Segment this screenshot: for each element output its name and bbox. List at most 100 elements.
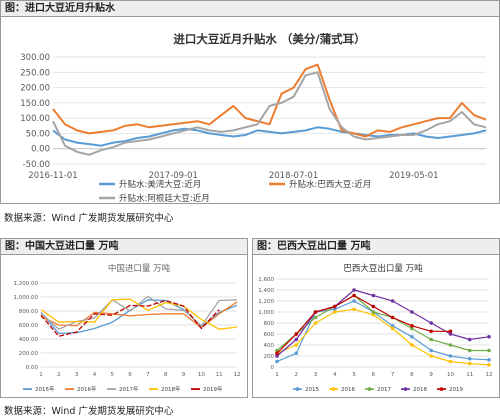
china-import-x-tick-label: 12	[234, 372, 241, 378]
brazil-export-x-tick-label: 12	[486, 372, 493, 378]
brazil-export-y-tick-label: 1,200	[258, 299, 274, 305]
brazil-export-point	[487, 348, 491, 353]
brazil-export-legend-label: 2018	[413, 387, 427, 393]
china-import-x-tick-label: 8	[164, 372, 168, 378]
brazil-export-series-line-3	[276, 294, 489, 352]
brazil-export-panel: 图：巴西大豆出口量 万吨 巴西大豆出口量 万吨 1,600 1,400 1,200 1,…	[252, 238, 500, 398]
china-import-y-tick-label: 800.00	[19, 309, 39, 315]
china-import-x-tick-label: 7	[146, 372, 150, 378]
brazil-export-series-line-4	[276, 289, 490, 357]
brazil-export-x-tick-label: 11	[466, 372, 473, 378]
brazil-export-point	[313, 315, 318, 320]
brazil-export-y-tick-label: 800	[264, 321, 275, 327]
brazil-export-point	[294, 351, 299, 356]
top-chart: 进口大豆近月升贴水 （美分/蒲式耳） 300.00 250.00 200.00 150.…	[20, 32, 487, 204]
brazil-export-point	[448, 354, 453, 358]
china-import-y-tick-label: 1,000.00	[14, 295, 39, 301]
brazil-export-y-tick-label: 1,000	[258, 310, 274, 316]
premium-x-tick-label: 2017-09-01	[149, 171, 198, 181]
brazil-export-point	[294, 343, 299, 347]
brazil-export-x-tick-label: 4	[333, 372, 337, 378]
brazil-export-point	[275, 354, 279, 358]
brazil-export-series-line-1	[276, 300, 490, 363]
china-import-legend-label: 2015年	[35, 385, 55, 393]
brazil-export-y-tick-label: 200	[264, 354, 275, 360]
brazil-export-x-tick-label: 5	[352, 372, 356, 378]
china-import-caption: 图：中国大豆进口量 万吨	[1, 239, 247, 255]
brazil-export-point	[467, 337, 472, 342]
brazil-export-legend-marker	[403, 387, 408, 391]
brazil-export-y-tick-label: 1,400	[258, 288, 274, 294]
brazil-export-point	[390, 323, 395, 328]
brazil-export-x-tick-label: 3	[314, 372, 318, 378]
brazil-export-point	[429, 337, 433, 342]
brazil-export-x-tick-label: 6	[372, 372, 376, 378]
brazil-export-point	[352, 299, 356, 303]
brazil-export-chart: 巴西大豆出口量 万吨 1,600 1,400 1,200 1,000 800 600 400 2…	[258, 263, 493, 393]
china-import-series-line-5	[40, 299, 220, 337]
china-import-y-tick-label: 400.00	[19, 337, 39, 343]
china-import-x-tick-label: 4	[93, 372, 97, 378]
brazil-export-point	[313, 321, 318, 325]
brazil-export-legend-marker	[367, 387, 372, 391]
brazil-export-point	[429, 321, 433, 325]
brazil-export-point	[333, 304, 337, 309]
china-import-series-line-3	[40, 295, 238, 330]
brazil-export-x-tick-label: 8	[410, 372, 414, 378]
brazil-export-point	[410, 334, 414, 339]
brazil-export-x-tick-label: 7	[391, 372, 395, 378]
china-import-x-tick-label: 6	[128, 372, 132, 378]
brazil-export-point	[429, 329, 433, 334]
china-import-chart: 中国进口量 万吨 1,200.00 1,000.00 800.00 600.00 400.…	[14, 263, 241, 393]
premium-title: 进口大豆近月升贴水 （美分/蒲式耳）	[173, 32, 365, 46]
premium-x-tick-label: 2016-11-01	[28, 171, 77, 181]
brazil-export-legend-marker	[439, 387, 444, 391]
premium-y-tick-label: -50.00	[23, 160, 50, 170]
premium-x-tick-label: 2018-07-01	[269, 171, 318, 181]
brazil-export-point	[371, 312, 376, 317]
brazil-export-point	[448, 359, 453, 364]
brazil-export-point	[371, 293, 376, 298]
brazil-export-point	[467, 361, 472, 366]
brazil-export-x-tick-label: 10	[447, 372, 454, 378]
china-import-x-tick-label: 2	[57, 372, 61, 378]
premium-x-tick-label: 2019-05-01	[389, 171, 438, 181]
premium-y-tick-label: 150.00	[20, 99, 50, 109]
china-import-legend-label: 2017年	[119, 385, 139, 393]
premium-legend-label: 升贴水:阿根廷大豆:近月	[119, 193, 210, 204]
brazil-export-legend-marker	[295, 387, 300, 391]
premium-y-tick-label: 100.00	[20, 114, 50, 124]
premium-legend-label: 升贴水:巴西大豆:近月	[289, 179, 371, 190]
brazil-export-point	[448, 329, 453, 334]
brazil-export-point	[487, 334, 491, 339]
premium-y-tick-label: 200.00	[20, 84, 50, 94]
brazil-export-x-tick-label: 9	[429, 372, 433, 378]
premium-y-tick-label: 250.00	[20, 68, 50, 78]
brazil-export-point	[352, 288, 356, 292]
brazil-export-point	[333, 310, 337, 314]
brazil-export-point	[410, 310, 414, 314]
brazil-export-point	[429, 348, 433, 353]
brazil-export-legend-label: 2015	[305, 387, 319, 393]
brazil-export-legend-label: 2019	[449, 387, 463, 393]
china-import-y-tick-label: 200.00	[19, 351, 39, 357]
china-import-x-tick-label: 10	[198, 372, 205, 378]
brazil-export-point	[467, 356, 472, 361]
china-import-legend-label: 2016年	[77, 385, 97, 393]
china-import-legend-label: 2019年	[203, 385, 223, 393]
brazil-export-point	[410, 326, 414, 331]
top-chart-panel: 图：进口大豆近月升贴水 进口大豆近月升贴水 （美分/蒲式耳） 300.00 250.…	[0, 0, 500, 204]
brazil-export-point	[352, 293, 356, 298]
china-import-y-tick-label: 0.00	[26, 365, 39, 371]
brazil-export-y-tick-label: 0	[271, 365, 275, 371]
bottom-source-note: 数据来源：Wind 广发期货发展研究中心	[4, 406, 174, 417]
brazil-export-y-tick-label: 1,600	[258, 277, 274, 283]
brazil-export-series-line-2	[276, 308, 490, 366]
china-import-y-tick-label: 600.00	[19, 323, 39, 329]
premium-series-line-3	[52, 71, 487, 156]
brazil-export-point	[352, 307, 356, 312]
brazil-export-y-tick-label: 600	[264, 332, 275, 338]
premium-series-line-1	[52, 126, 487, 147]
brazil-export-legend-label: 2017	[377, 387, 391, 393]
brazil-export-point	[275, 359, 279, 364]
